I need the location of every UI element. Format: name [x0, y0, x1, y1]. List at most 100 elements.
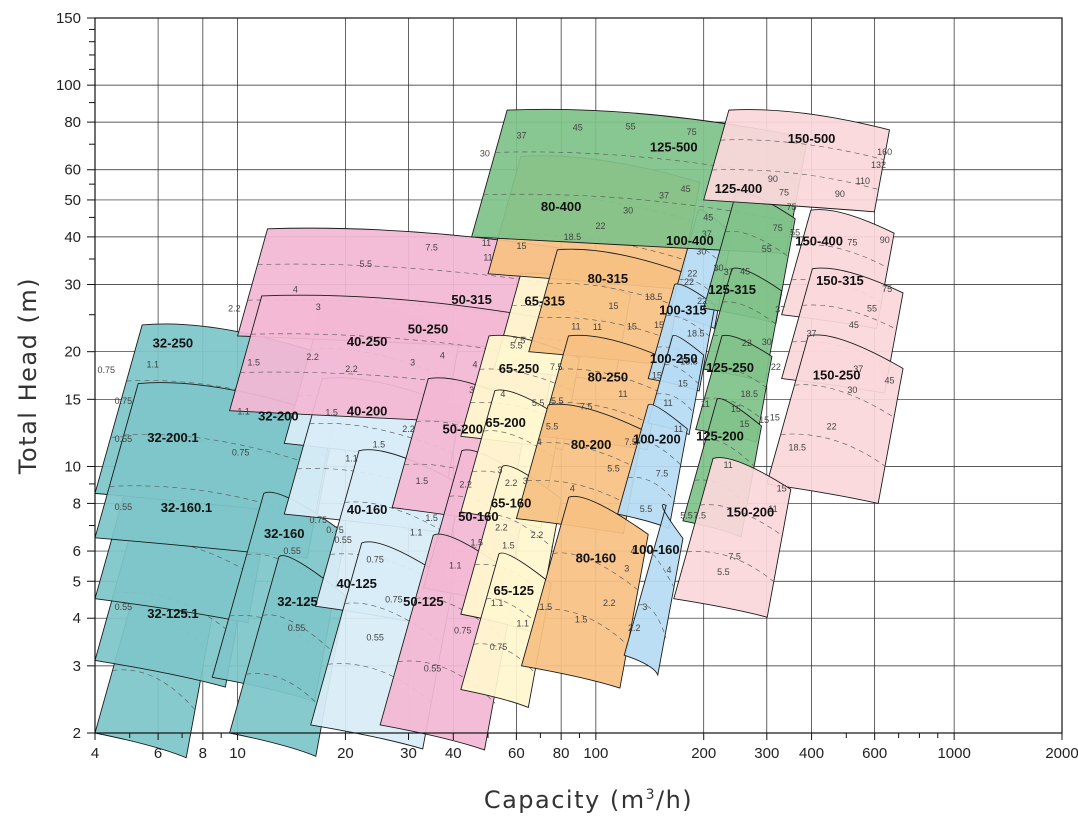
motor-power-label: 0.55: [424, 663, 442, 673]
motor-power-label: 75: [687, 127, 697, 137]
model-label-150-315: 150-315: [816, 273, 864, 288]
y-tick-label: 4: [73, 610, 81, 627]
x-tick-label: 4: [91, 745, 99, 762]
motor-power-label: 11: [701, 399, 710, 409]
y-tick-label: 6: [73, 543, 81, 560]
motor-power-label: 45: [740, 266, 750, 276]
motor-power-label: 0.55: [288, 623, 306, 633]
x-tick-label: 6: [154, 745, 162, 762]
motor-power-label: 4: [631, 546, 636, 556]
efficiency-curve: [705, 439, 755, 467]
efficiency-curve: [725, 230, 789, 258]
efficiency-curve: [240, 371, 549, 399]
efficiency-curve: [123, 434, 325, 470]
motor-power-label: 75: [787, 202, 797, 212]
motor-power-label: 55: [790, 228, 800, 238]
motor-power-label: 2.2: [228, 303, 241, 313]
motor-power-label: 1.5: [575, 614, 588, 624]
motor-power-label: 0.75: [310, 515, 328, 525]
motor-power-label: 45: [681, 184, 691, 194]
model-label-50-250: 50-250: [408, 322, 448, 337]
motor-power-label: 1.5: [248, 357, 261, 367]
efficiency-curve: [704, 397, 762, 420]
motor-power-label: 1.5: [502, 540, 515, 550]
motor-power-label: 3: [624, 564, 629, 574]
motor-power-label: 2.2: [495, 522, 508, 532]
motor-power-label: 1.5: [373, 440, 386, 450]
motor-power-label: 1.5: [470, 538, 483, 548]
motor-power-label: 4: [666, 565, 671, 575]
motor-power-label: 37: [775, 305, 785, 315]
region-100-160: [623, 504, 684, 677]
motor-power-label: 22: [771, 362, 781, 372]
y-tick-label: 50: [64, 192, 81, 209]
motor-power-label: 5.5: [551, 396, 564, 406]
efficiency-curve: [552, 552, 639, 591]
motor-power-label: 15: [652, 371, 662, 381]
efficiency-curve: [397, 660, 496, 704]
motor-power-label: 11: [663, 398, 672, 408]
motor-power-label: 0.75: [454, 625, 472, 635]
motor-power-label: 45: [849, 320, 859, 330]
motor-power-labels: 0.550.550.550.750.751.1 1.52.20.751.1 1.50…: [97, 122, 894, 674]
motor-power-label: 75: [882, 284, 892, 294]
motor-power-label: 2.2: [603, 598, 616, 608]
y-tick-label: 10: [64, 458, 81, 475]
model-label-65-160: 65-160: [491, 496, 531, 511]
y-tick-label: 80: [64, 114, 81, 131]
region-150-200: [673, 457, 792, 618]
motor-power-label: 15: [678, 379, 688, 389]
motor-power-label: 5.5: [607, 464, 620, 474]
model-label-80-160: 80-160: [576, 550, 616, 565]
y-tick-label: 60: [64, 162, 81, 179]
motor-power-label: 1.1: [516, 619, 529, 629]
model-label-150-250: 150-250: [813, 368, 861, 383]
motor-power-label: 30: [847, 385, 857, 395]
efficiency-curve: [537, 442, 637, 469]
motor-power-label: 90: [880, 235, 890, 245]
model-label-125-250: 125-250: [706, 360, 754, 375]
motor-power-label: 11: [674, 424, 683, 434]
motor-power-label: 30: [480, 148, 490, 158]
y-tick-label: 20: [64, 344, 81, 361]
axes: [87, 17, 1063, 740]
motor-power-label: 7.5: [550, 362, 563, 372]
motor-power-label: 37: [516, 130, 526, 140]
motor-power-label: 7.5: [624, 437, 637, 447]
x-tick-label: 400: [799, 745, 824, 762]
efficiency-curve: [638, 604, 667, 639]
motor-power-label: 37: [853, 364, 863, 374]
motor-power-label: 7.5: [656, 469, 669, 479]
motor-power-label: 15: [740, 419, 750, 429]
motor-power-label: 55: [762, 244, 772, 254]
motor-power-label: 18.5: [687, 329, 705, 339]
motor-power-label: 1.1: [345, 454, 358, 464]
motor-power-label: 5.5: [680, 511, 693, 521]
motor-power-label: 18.5: [564, 232, 582, 242]
x-tick-label: 30: [400, 745, 417, 762]
motor-power-label: 3: [410, 357, 415, 367]
region-150-250: [766, 334, 904, 504]
motor-power-label: 11: [483, 252, 492, 262]
motor-power-label: 18.5: [645, 292, 663, 302]
motor-power-label: 22: [827, 422, 837, 432]
motor-power-label: 3: [523, 476, 528, 486]
motor-power-label: 3: [469, 385, 474, 395]
x-tick-label: 1000: [937, 745, 970, 762]
efficiency-curve: [415, 597, 506, 641]
motor-power-label: 4: [473, 359, 478, 369]
model-label-100-315: 100-315: [659, 303, 707, 318]
motor-power-label: 3: [316, 302, 321, 312]
region-100-200: [617, 403, 688, 530]
efficiency-curve: [549, 402, 653, 426]
y-tick-label: 5: [73, 573, 81, 590]
model-label-65-250: 65-250: [499, 361, 539, 376]
motor-power-label: 1.1: [449, 561, 462, 571]
model-label-100-160: 100-160: [632, 542, 680, 557]
motor-power-label: 15: [654, 320, 664, 330]
motor-power-label: 2.2: [505, 478, 518, 488]
motor-power-label: 5.5: [640, 504, 653, 514]
motor-power-label: 1.5: [416, 476, 429, 486]
motor-power-label: 0.55: [283, 546, 301, 556]
model-label-150-500: 150-500: [788, 131, 836, 146]
